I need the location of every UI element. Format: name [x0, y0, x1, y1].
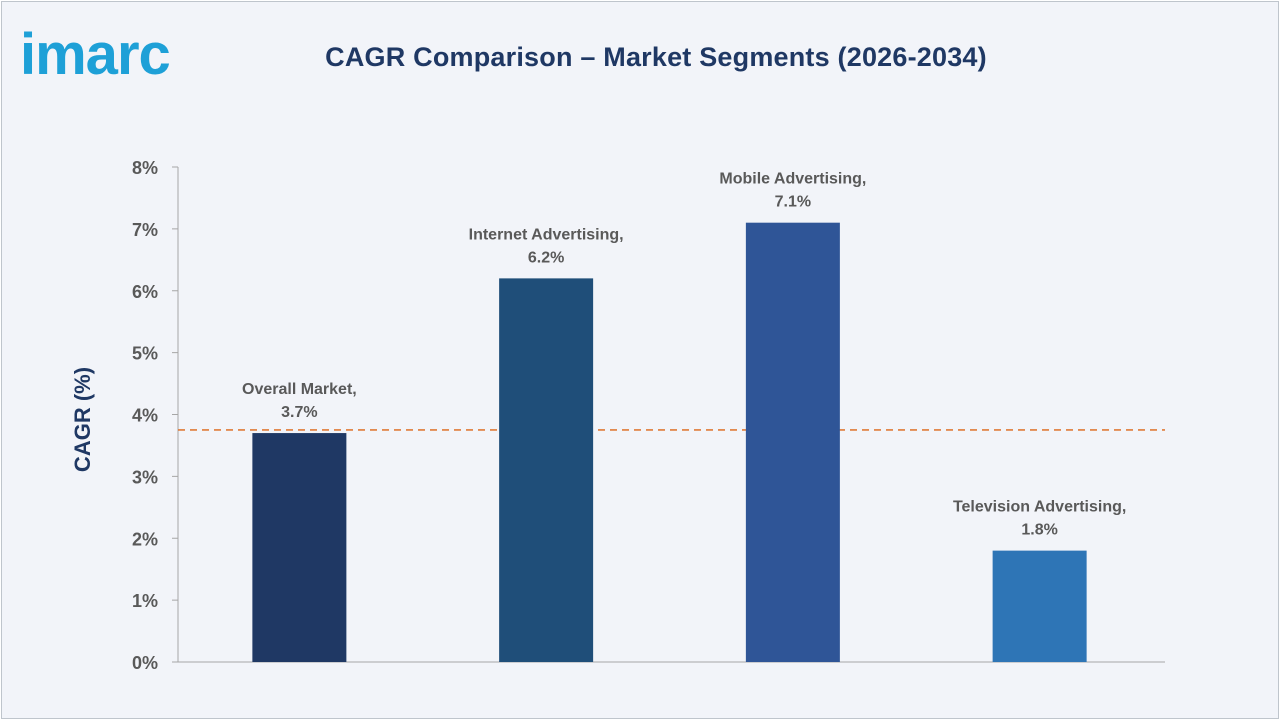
y-tick-label: 8%	[132, 158, 158, 178]
data-label-value: 3.7%	[281, 404, 317, 421]
bar-television-advertising	[992, 550, 1087, 662]
data-label-category: Television Advertising,	[953, 499, 1126, 516]
y-tick-label: 5%	[132, 344, 158, 364]
y-tick-label: 1%	[132, 591, 158, 611]
y-tick-labels: 0% 1% 2% 3% 4% 5% 6% 7% 8%	[132, 158, 178, 673]
bar-internet-advertising	[499, 278, 594, 662]
imarc-logo: imarc	[20, 22, 171, 87]
data-label-value: 1.8%	[1021, 522, 1057, 539]
data-label-value: 7.1%	[775, 194, 811, 211]
data-label-category: Internet Advertising,	[469, 226, 624, 243]
bars	[252, 222, 1087, 662]
bar-mobile-advertising	[745, 222, 840, 662]
y-axis-label: CAGR (%)	[70, 367, 95, 472]
logo-text: imarc	[20, 22, 170, 87]
data-labels: Overall Market, 3.7% Internet Advertising,…	[242, 171, 1126, 539]
data-label-category: Overall Market,	[242, 381, 357, 398]
y-tick-label: 2%	[132, 529, 158, 549]
y-tick-label: 4%	[132, 406, 158, 426]
data-label-value: 6.2%	[528, 249, 564, 266]
data-label-category: Mobile Advertising,	[719, 171, 866, 188]
bar-overall-market	[252, 433, 347, 662]
chart-title: CAGR Comparison – Market Segments (2026-…	[325, 42, 987, 72]
y-tick-label: 0%	[132, 653, 158, 673]
y-tick-label: 3%	[132, 467, 158, 487]
y-tick-label: 7%	[132, 220, 158, 240]
y-tick-label: 6%	[132, 282, 158, 302]
